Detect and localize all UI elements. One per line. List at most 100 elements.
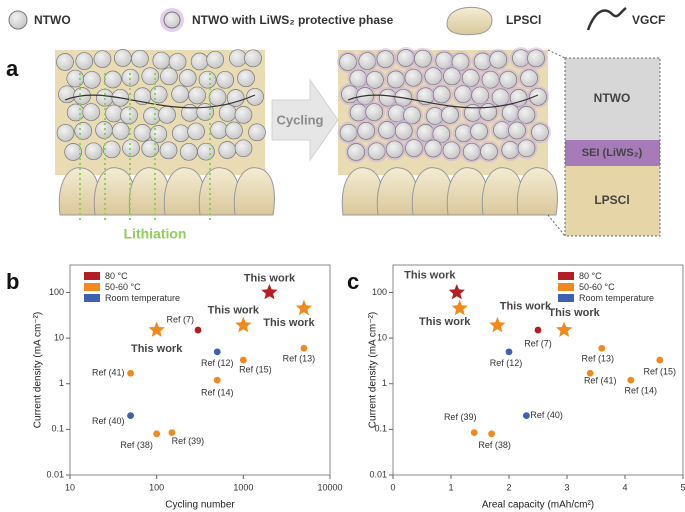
- point-label: Ref (40): [530, 410, 563, 420]
- ntwo-particle: [339, 53, 357, 71]
- ntwo-particle: [508, 121, 526, 140]
- ntwo-particle: [529, 87, 547, 106]
- electrode-after: [337, 47, 558, 216]
- ntwo-particle: [229, 49, 247, 68]
- ntwo-particle: [179, 142, 198, 161]
- ntwo-particle: [133, 123, 152, 142]
- point-marker: [194, 326, 202, 334]
- x-tick-label: 5: [680, 482, 685, 492]
- legend-item: LPSCl: [506, 13, 541, 27]
- ntwo-particle: [471, 86, 489, 105]
- ntwo-particle: [159, 141, 178, 160]
- ntwo-particle: [187, 122, 205, 141]
- vgcf-fiber: [347, 94, 539, 109]
- star-marker: [261, 284, 278, 300]
- ntwo-particle: [367, 142, 386, 161]
- ntwo-particle: [358, 52, 377, 70]
- ntwo-particle: [152, 51, 171, 70]
- point-marker: [213, 376, 221, 384]
- point-label: Ref (41): [92, 368, 125, 378]
- point-marker: [627, 376, 635, 384]
- legend-label: 80 °C: [105, 271, 128, 281]
- y-tick-label: 1: [59, 378, 64, 388]
- ntwo-particle: [102, 140, 121, 159]
- ntwo-particle: [531, 123, 549, 142]
- ntwo-particle: [454, 85, 472, 103]
- point-label: Ref (41): [584, 376, 617, 386]
- y-tick-label: 0.1: [374, 424, 387, 434]
- ntwo-particle: [111, 122, 130, 140]
- legend-item: VGCF: [632, 13, 665, 27]
- ntwo-particle: [442, 141, 461, 160]
- legend-label: 80 °C: [579, 271, 602, 281]
- ntwo-particle: [66, 69, 85, 88]
- point-marker: [239, 356, 247, 364]
- ntwo-particle: [122, 139, 140, 157]
- y-tick-label: 0.01: [46, 469, 64, 479]
- y-axis-label: Current density (mA cm⁻²): [368, 312, 379, 428]
- electrode-before: [55, 49, 275, 220]
- ntwo-particle: [432, 85, 451, 104]
- legend-swatch: [84, 294, 100, 302]
- layer-label: LPSCl: [594, 193, 629, 207]
- ntwo-particle: [84, 142, 103, 161]
- layer-ntwo: [565, 58, 660, 140]
- ntwo-particle: [424, 139, 443, 158]
- point-marker: [656, 356, 664, 364]
- ntwo-particle: [198, 70, 217, 89]
- zoom-line: [547, 49, 566, 59]
- point-label: Ref (40): [92, 416, 125, 426]
- ntwo-particle: [216, 70, 235, 89]
- ntwo-particle: [499, 70, 518, 89]
- lithiation-label: Lithiation: [124, 226, 187, 242]
- ntwo-particle: [470, 122, 488, 141]
- ntwo-particle: [75, 52, 94, 70]
- x-tick-label: 1000: [233, 482, 253, 492]
- x-tick-label: 10000: [317, 482, 342, 492]
- arrow-label: Cycling: [277, 112, 324, 127]
- panel-label: a: [6, 56, 19, 81]
- point-marker: [213, 348, 221, 356]
- zoom-box: [564, 57, 661, 237]
- legend-swatch: [558, 272, 574, 280]
- ntwo-particle: [489, 50, 508, 69]
- ntwo-particle: [74, 122, 93, 140]
- panel-label: b: [6, 269, 19, 294]
- ntwo-particle: [424, 67, 443, 86]
- ntwo-particle: [339, 123, 358, 142]
- point-marker: [300, 344, 308, 352]
- point-label: Ref (15): [239, 364, 272, 374]
- ntwo-particle: [248, 123, 266, 142]
- point-marker: [127, 369, 134, 377]
- star-marker: [448, 284, 465, 300]
- legend-label: Room temperature: [105, 293, 180, 303]
- x-tick-label: 4: [622, 482, 627, 492]
- lpscl-particle: [516, 167, 558, 216]
- ntwo-particle: [386, 70, 405, 89]
- plot-frame: [392, 264, 684, 476]
- ntwo-particle: [405, 139, 423, 157]
- ntwo-particle: [394, 122, 413, 140]
- ntwo-particle: [171, 85, 189, 103]
- x-axis-label: Areal capacity (mAh/cm²): [482, 500, 594, 511]
- point-marker: [470, 429, 478, 436]
- plot-frame: [69, 264, 331, 476]
- y-axis-label: Current density (mA cm⁻²): [33, 312, 44, 428]
- vgcf-icon: [586, 6, 627, 31]
- ntwo-icon: [8, 10, 28, 30]
- ntwo-particle: [131, 49, 149, 68]
- ntwo-particle: [218, 104, 237, 122]
- ntwo-particle: [66, 103, 85, 122]
- ntwo-particle: [246, 87, 264, 106]
- star-marker: [451, 299, 468, 316]
- point-label: This work: [263, 317, 315, 329]
- cycling-arrow: [271, 78, 339, 162]
- y-tick-label: 10: [54, 332, 64, 342]
- vgcf-fiber: [64, 94, 256, 109]
- ntwo-particle: [83, 71, 101, 89]
- panel-label: c: [347, 269, 359, 294]
- ntwo-particle: [234, 139, 253, 158]
- point-marker: [168, 429, 176, 436]
- ntwo-particle: [441, 105, 459, 124]
- x-axis-label: Cycling number: [165, 500, 235, 511]
